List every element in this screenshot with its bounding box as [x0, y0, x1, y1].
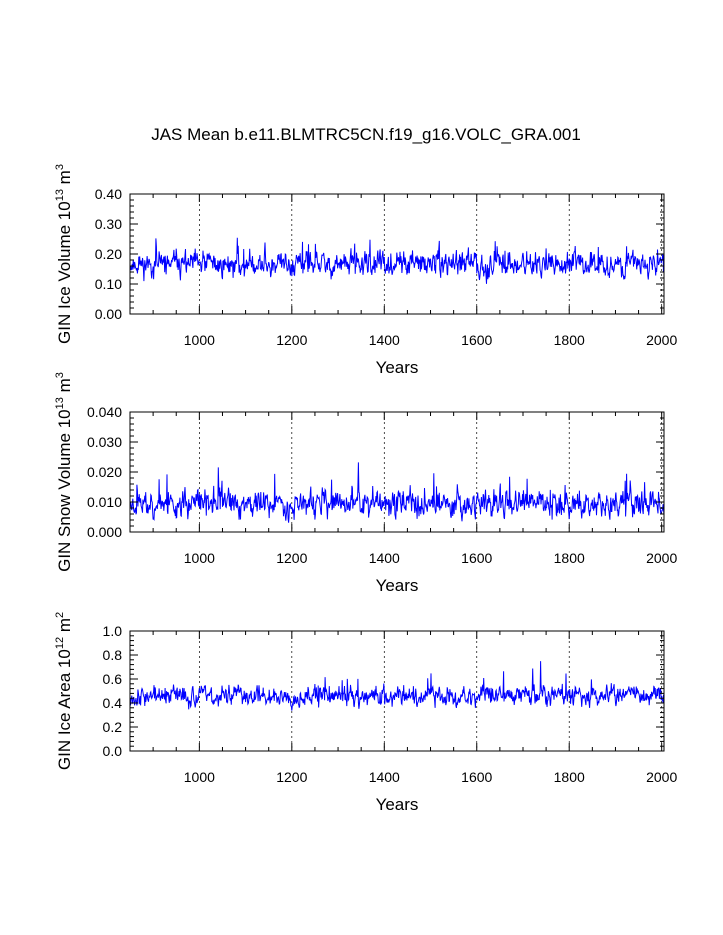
figure-title: JAS Mean b.e11.BLMTRC5CN.f19_g16.VOLC_GR… — [151, 125, 581, 144]
y-tick-label: 0.30 — [95, 216, 122, 232]
y-tick-label: 0.6 — [103, 671, 123, 687]
y-tick-label: 0.10 — [95, 276, 122, 292]
x-tick-label: 1800 — [554, 769, 585, 785]
y-tick-label: 0.010 — [87, 494, 122, 510]
x-tick-label: 1200 — [276, 769, 307, 785]
x-tick-label: 1600 — [461, 550, 492, 566]
x-tick-label: 1600 — [461, 769, 492, 785]
y-tick-label: 0.0 — [103, 743, 123, 759]
x-tick-label: 2000 — [646, 769, 677, 785]
x-tick-label: 1400 — [369, 332, 400, 348]
panel-2: 1000 1200 1400 1600 1800 2000 0.000 0.010 0.020 0… — [54, 372, 677, 595]
y-tick-label: 1.0 — [103, 623, 123, 639]
y-tick-label: 0.20 — [95, 246, 122, 262]
x-tick-label: 1400 — [369, 769, 400, 785]
y-axis-label: GIN Ice Volume 1013 m3 — [54, 164, 74, 344]
x-tick-label: 2000 — [646, 550, 677, 566]
y-tick-label: 0.8 — [103, 647, 123, 663]
x-axis-label: Years — [376, 576, 419, 595]
y-tick-label: 0.040 — [87, 404, 122, 420]
y-tick-label: 0.030 — [87, 434, 122, 450]
y-tick-label: 0.2 — [103, 719, 123, 735]
x-tick-label: 2000 — [646, 332, 677, 348]
y-tick-label: 0.40 — [95, 186, 122, 202]
x-axis-label: Years — [376, 358, 419, 377]
x-tick-label: 1200 — [276, 550, 307, 566]
y-tick-label: 0.000 — [87, 524, 122, 540]
x-tick-label: 1600 — [461, 332, 492, 348]
y-tick-label: 0.020 — [87, 464, 122, 480]
plot-border — [129, 630, 665, 752]
panel-3: 1000 1200 1400 1600 1800 2000 0.0 0.2 0.4 0.6 0.8 1… — [54, 612, 677, 814]
series-line — [129, 237, 665, 284]
x-tick-label: 1000 — [184, 550, 215, 566]
y-tick-label: 0.00 — [95, 306, 122, 322]
series-line — [129, 661, 665, 711]
x-tick-label: 1800 — [554, 550, 585, 566]
x-tick-label: 1000 — [184, 769, 215, 785]
x-tick-label: 1200 — [276, 332, 307, 348]
x-axis-label: Years — [376, 795, 419, 814]
x-tick-label: 1800 — [554, 332, 585, 348]
y-tick-label: 0.4 — [103, 695, 123, 711]
series-line — [129, 462, 665, 523]
x-tick-label: 1000 — [184, 332, 215, 348]
y-axis-label: GIN Snow Volume 1013 m3 — [54, 372, 74, 572]
x-tick-label: 1400 — [369, 550, 400, 566]
panel-1: 1000 1200 1400 1600 1800 2000 0.00 0.10 0.20 0.30… — [54, 164, 677, 377]
y-axis-label: GIN Ice Area 1012 m2 — [54, 612, 74, 770]
plot-border — [129, 411, 665, 533]
